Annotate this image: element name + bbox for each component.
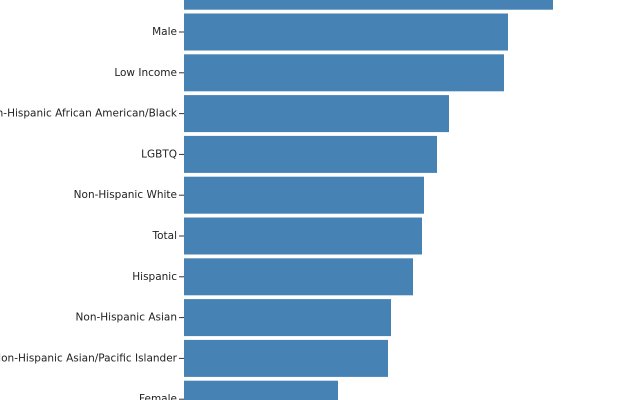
bar	[184, 258, 413, 296]
y-tick-label: Non-Hispanic African American/Black	[0, 108, 178, 120]
y-tick-label: Non-Hispanic Asian/Pacific Islander	[0, 352, 178, 364]
y-tick-label: Female	[139, 393, 177, 400]
bar	[184, 176, 424, 214]
y-tick-label: Low Income	[114, 67, 177, 79]
y-tick-label: LGBTQ	[141, 148, 177, 160]
y-tick-label: Non-Hispanic Asian	[76, 312, 177, 324]
bar	[184, 13, 508, 51]
bar	[184, 299, 391, 337]
y-tick-label: Hispanic	[132, 271, 177, 283]
bar	[184, 0, 553, 10]
bar	[184, 339, 388, 377]
bar	[184, 54, 504, 92]
bar	[184, 217, 422, 255]
y-tick-label: Male	[152, 26, 177, 38]
y-tick-label: Total	[151, 230, 177, 242]
bar	[184, 95, 449, 133]
bar	[184, 380, 338, 400]
bar	[184, 135, 437, 173]
y-tick-label: Non-Hispanic White	[74, 189, 177, 201]
